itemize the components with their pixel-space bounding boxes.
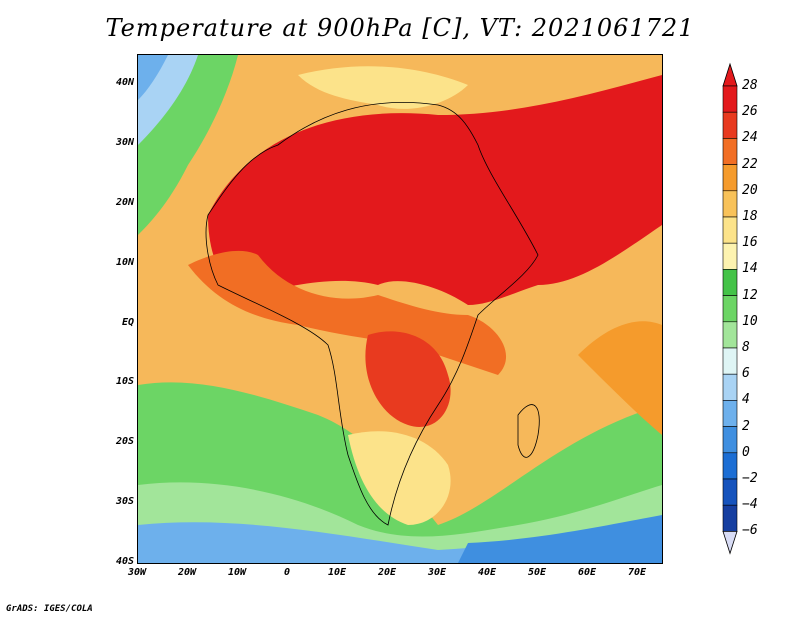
map-title: Temperature at 900hPa [C], VT: 202106172…: [105, 14, 695, 42]
colorbar-segment: [722, 321, 738, 349]
lat-label-30s: 30S: [115, 496, 134, 507]
lon-label-70e: 70E: [627, 567, 647, 578]
colorbar-segment: [722, 478, 738, 506]
colorbar-tick-label: −4: [742, 497, 758, 513]
lat-label-eq: EQ: [121, 317, 134, 328]
map-plot-area: [137, 54, 663, 564]
lat-label-40n: 40N: [115, 77, 134, 88]
lon-label-40e: 40E: [477, 567, 497, 578]
lon-label-20w: 20W: [177, 567, 197, 578]
colorbar-bottom-arrow: [722, 530, 738, 555]
colorbar-tick-label: 28: [742, 78, 758, 93]
colorbar-tick-label: 12: [742, 287, 758, 303]
colorbar-tick-label: 2: [742, 418, 750, 434]
colorbar-tick-label: 16: [742, 235, 758, 251]
colorbar-segment: [722, 452, 738, 480]
lat-label-10s: 10S: [115, 376, 134, 387]
lon-label-50e: 50E: [527, 567, 547, 578]
lon-label-20e: 20E: [377, 567, 397, 578]
colorbar-segment: [722, 373, 738, 401]
lat-label-40s: 40S: [115, 556, 134, 567]
colorbar-tick-label: 24: [742, 130, 758, 146]
colorbar-segment: [722, 426, 738, 454]
colorbar-segment: [722, 216, 738, 244]
colorbar-tick-label: −6: [742, 523, 758, 539]
colorbar-segment: [722, 242, 738, 270]
colorbar-segment: [722, 190, 738, 218]
lon-label-10e: 10E: [327, 567, 347, 578]
colorbar-segment: [722, 111, 738, 139]
lat-label-20n: 20N: [115, 197, 134, 208]
colorbar-tick-label: 10: [742, 313, 758, 329]
colorbar-tick-label: 4: [742, 392, 750, 408]
colorbar-segment: [722, 85, 738, 113]
colorbar-tick-label: 22: [742, 156, 758, 172]
lon-label-30w: 30W: [127, 567, 147, 578]
colorbar-segment: [722, 295, 738, 323]
temperature-field: [138, 55, 662, 563]
colorbar-segment: [722, 347, 738, 375]
lat-label-30n: 30N: [115, 137, 134, 148]
colorbar-segment: [722, 504, 738, 532]
colorbar-segment: [722, 400, 738, 427]
colorbar-tick-label: 14: [742, 261, 758, 277]
colorbar-tick-label: 20: [742, 182, 758, 198]
colorbar-tick-label: −2: [742, 471, 758, 486]
colorbar: [722, 62, 738, 555]
colorbar-top-arrow: [722, 62, 738, 87]
colorbar-segment: [722, 164, 738, 192]
lat-label-10n: 10N: [115, 257, 134, 268]
lon-label-60e: 60E: [577, 567, 597, 578]
grads-credit: GrADS: IGES/COLA: [6, 604, 93, 614]
colorbar-tick-label: 0: [742, 444, 750, 460]
colorbar-tick-label: 8: [742, 340, 750, 355]
lon-label-10w: 10W: [227, 567, 247, 578]
lon-label-0: 0: [283, 567, 291, 578]
colorbar-segment: [722, 269, 738, 296]
colorbar-tick-label: 6: [742, 366, 750, 382]
lat-label-20s: 20S: [115, 436, 134, 447]
colorbar-tick-label: 18: [742, 209, 758, 224]
colorbar-segment: [722, 138, 738, 165]
lon-label-30e: 30E: [427, 567, 447, 578]
colorbar-tick-label: 26: [742, 104, 758, 120]
